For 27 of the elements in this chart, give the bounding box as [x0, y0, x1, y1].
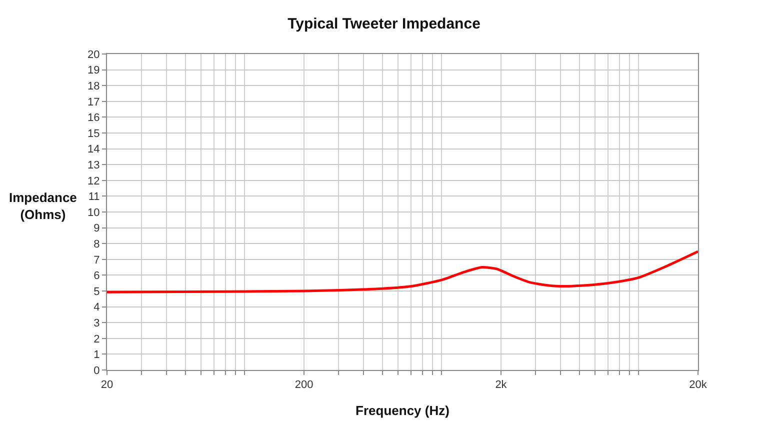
- y-tick-label: 3: [94, 317, 100, 330]
- x-tick-label: 20k: [689, 379, 708, 392]
- y-tick-label: 1: [94, 349, 100, 362]
- y-tick-label: 4: [94, 302, 100, 314]
- y-tick-label: 2: [94, 333, 100, 346]
- y-tick-label: 13: [88, 159, 100, 172]
- x-tick-label: 200: [294, 379, 314, 392]
- y-tick-label: 10: [88, 206, 100, 219]
- y-tick-label: 11: [88, 191, 100, 204]
- x-tick-label: 2k: [495, 379, 508, 392]
- y-tick-label: 19: [88, 64, 100, 77]
- y-tick-label: 16: [88, 112, 100, 124]
- y-tick-label: 5: [94, 286, 100, 298]
- x-axis-title: Frequency (Hz): [356, 402, 450, 418]
- y-tick-label: 15: [88, 128, 100, 140]
- y-tick-label: 9: [94, 222, 100, 235]
- y-tick-label: 14: [88, 144, 100, 156]
- y-tick-label: 0: [94, 364, 100, 377]
- y-tick-label: 12: [88, 175, 100, 188]
- y-tick-label: 18: [88, 80, 100, 92]
- y-tick-label: 6: [94, 270, 100, 282]
- y-tick-label: 8: [94, 238, 100, 250]
- y-axis-title: Impedance (Ohms): [9, 190, 77, 222]
- y-tick-label: 17: [88, 96, 100, 108]
- y-tick-label: 7: [94, 254, 100, 266]
- y-tick-label: 20: [88, 48, 100, 61]
- chart-title: Typical Tweeter Impedance: [288, 16, 480, 33]
